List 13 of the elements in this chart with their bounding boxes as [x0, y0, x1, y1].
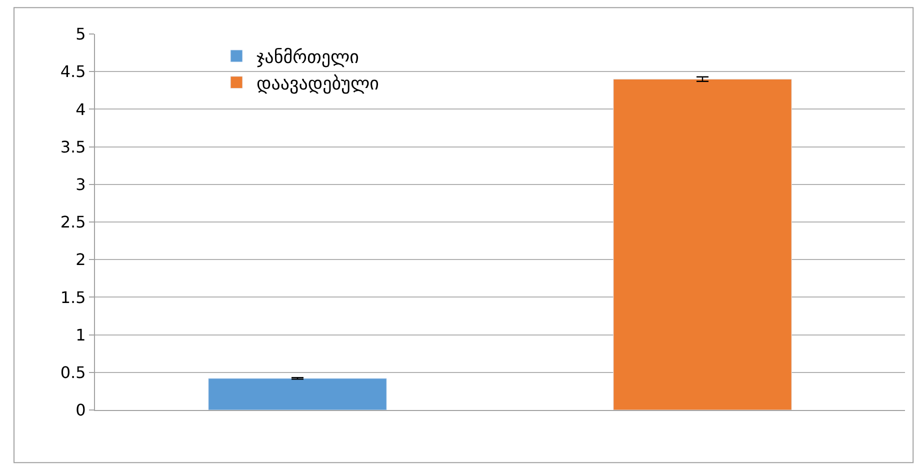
y-tick-label: 4.5: [60, 62, 86, 82]
y-tick-label: 2.5: [60, 212, 86, 232]
y-tick-label: 0.5: [60, 363, 86, 382]
y-tick-label: 4: [76, 100, 86, 119]
y-tick-label: 3: [76, 175, 86, 194]
y-tick-label: 2: [76, 250, 86, 270]
y-tick-label: 0: [76, 400, 86, 420]
legend-label: დაავადებული: [256, 73, 379, 94]
y-tick-label: 3.5: [60, 137, 86, 156]
y-tick-label: 5: [76, 24, 86, 44]
legend-label: ჯანმრთელი: [256, 46, 359, 68]
y-tick-label: 1.5: [60, 288, 86, 307]
y-tick-label: 1: [76, 325, 86, 344]
